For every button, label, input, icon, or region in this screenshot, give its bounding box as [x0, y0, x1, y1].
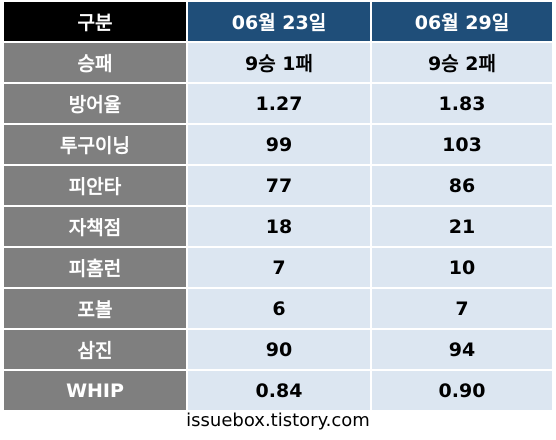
data-cell: 21: [372, 207, 552, 246]
row-label: 방어율: [4, 84, 186, 123]
row-label: 피홈런: [4, 248, 186, 287]
row-label: WHIP: [4, 371, 186, 410]
data-cell: 77: [188, 166, 370, 205]
data-cell: 18: [188, 207, 370, 246]
data-cell: 86: [372, 166, 552, 205]
header-cell: 구분: [4, 2, 186, 41]
row-label: 승패: [4, 43, 186, 82]
data-cell: 7: [372, 289, 552, 328]
data-cell: 90: [188, 330, 370, 369]
data-cell: 94: [372, 330, 552, 369]
data-cell: 0.84: [188, 371, 370, 410]
data-cell: 103: [372, 125, 552, 164]
data-cell: 7: [188, 248, 370, 287]
data-cell: 6: [188, 289, 370, 328]
data-cell: 99: [188, 125, 370, 164]
footer: issuebox.tistory.com: [186, 410, 370, 431]
data-cell: 9승 1패: [188, 43, 370, 82]
row-label: 피안타: [4, 166, 186, 205]
data-cell: 10: [372, 248, 552, 287]
header-cell: 06월 29일: [372, 2, 552, 41]
row-label: 투구이닝: [4, 125, 186, 164]
data-cell: 0.90: [372, 371, 552, 410]
data-cell: 1.83: [372, 84, 552, 123]
data-cell: 1.27: [188, 84, 370, 123]
row-label: 삼진: [4, 330, 186, 369]
row-label: 자책점: [4, 207, 186, 246]
data-cell: 9승 2패: [372, 43, 552, 82]
header-cell: 06월 23일: [188, 2, 370, 41]
row-label: 포볼: [4, 289, 186, 328]
